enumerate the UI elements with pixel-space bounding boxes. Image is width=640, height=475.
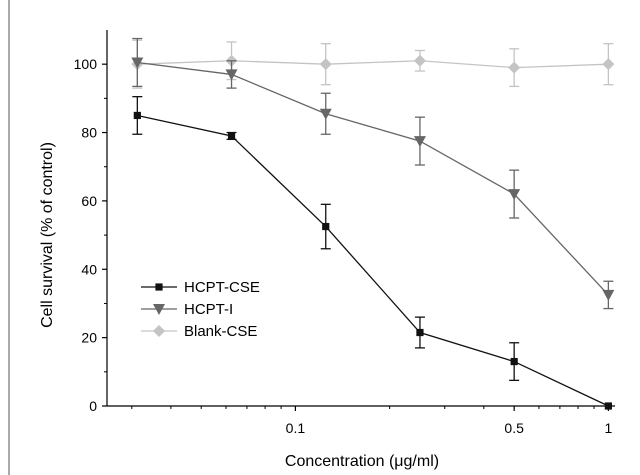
x-axis-title: Concentration (μg/ml)	[285, 453, 439, 470]
data-point	[131, 57, 144, 69]
x-tick-label: 0.1	[286, 420, 306, 436]
series-line	[137, 61, 609, 296]
data-point	[319, 58, 332, 71]
data-point	[510, 357, 518, 366]
data-point	[227, 132, 236, 140]
legend-item: HCPT-I	[141, 301, 233, 318]
x-tick-label: 1	[604, 420, 612, 436]
data-point	[508, 189, 521, 201]
legend-item: Blank-CSE	[141, 323, 257, 340]
data-point	[416, 328, 424, 337]
legend-label: HCPT-I	[184, 301, 233, 318]
axes: 0 20 40 60 80 100 0.1 0.5 1	[74, 30, 615, 436]
data-point	[322, 222, 330, 231]
y-tick-label: 40	[81, 261, 97, 277]
series-hcpt-i	[131, 37, 615, 310]
series-layer	[131, 37, 615, 410]
data-point	[602, 289, 615, 301]
series-hcpt-cse	[132, 96, 612, 410]
y-tick-label: 0	[89, 398, 97, 414]
data-point	[133, 111, 141, 120]
y-axis-title: Cell survival (% of control)	[39, 142, 56, 328]
legend-item: HCPT-CSE	[141, 279, 260, 296]
data-point	[413, 136, 426, 148]
data-point	[604, 402, 612, 410]
y-tick-label: 20	[81, 330, 97, 346]
legend-marker	[153, 304, 165, 315]
data-point	[319, 108, 332, 120]
legend-marker	[155, 283, 163, 291]
legend-label: HCPT-CSE	[184, 279, 260, 296]
y-tick-label: 80	[81, 125, 97, 141]
series-line	[137, 114, 609, 407]
x-tick-label: 0.5	[504, 420, 524, 436]
series-blank-cse	[131, 39, 615, 89]
legend-marker	[153, 325, 165, 337]
data-point	[602, 58, 615, 71]
legend: HCPT-CSE HCPT-I Blank-CSE	[141, 279, 260, 340]
y-tick-label: 100	[74, 56, 98, 72]
data-point	[225, 69, 238, 81]
legend-label: Blank-CSE	[184, 323, 257, 340]
data-point	[413, 54, 426, 67]
y-tick-label: 60	[81, 193, 97, 209]
series-line	[137, 60, 609, 69]
data-point	[508, 61, 521, 74]
